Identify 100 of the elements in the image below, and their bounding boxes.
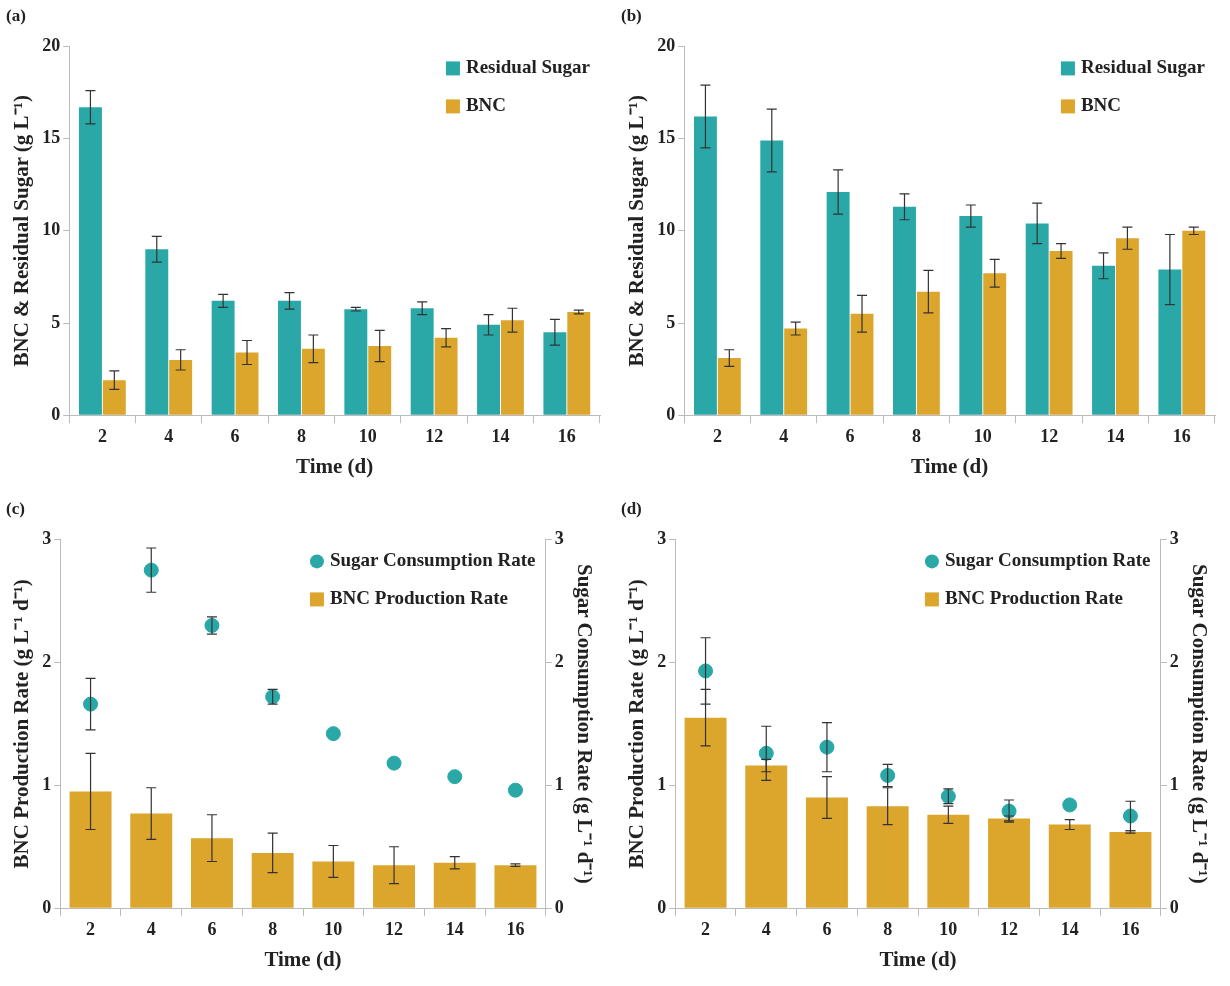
x-tick-label: 10 xyxy=(939,918,958,939)
y-axis-title: BNC & Residual Sugar (g L⁻¹) xyxy=(9,95,34,367)
y-axis-title: BNC Production Rate (g L⁻¹ d⁻¹) xyxy=(624,579,649,869)
bar xyxy=(130,813,173,908)
point xyxy=(83,696,99,712)
y-tick-label: 15 xyxy=(657,127,676,148)
bar xyxy=(983,273,1007,415)
bar xyxy=(567,311,591,415)
x-tick-label: 4 xyxy=(146,918,156,939)
legend-label: BNC Production Rate xyxy=(329,587,508,609)
point xyxy=(880,767,896,783)
legend-label: Sugar Consumption Rate xyxy=(329,549,536,571)
legend-label: Residual Sugar xyxy=(465,56,591,78)
bar xyxy=(433,862,476,908)
y-tick-label: 3 xyxy=(657,528,667,549)
bar xyxy=(235,352,259,415)
y-tick-label: 5 xyxy=(666,311,676,332)
y-tick-label: 0 xyxy=(666,403,676,424)
x-tick-label: 8 xyxy=(296,425,306,446)
bar xyxy=(693,116,717,415)
bar xyxy=(826,192,850,415)
bar xyxy=(893,206,916,415)
bar xyxy=(301,348,325,415)
y2-tick-label: 2 xyxy=(1169,650,1179,671)
bar xyxy=(169,359,193,415)
chart-title: (a) xyxy=(6,5,26,25)
bar xyxy=(1182,230,1206,415)
y-tick-label: 0 xyxy=(51,403,61,424)
x-axis-title: Time (d) xyxy=(911,453,989,478)
bar xyxy=(251,852,294,908)
bar xyxy=(745,765,788,908)
bar xyxy=(784,328,808,415)
x-tick-label: 10 xyxy=(358,425,377,446)
y2-tick-label: 3 xyxy=(1169,528,1179,549)
x-tick-label: 10 xyxy=(973,425,992,446)
legend-label: Residual Sugar xyxy=(1080,56,1206,78)
point xyxy=(447,769,463,785)
x-tick-label: 4 xyxy=(761,918,771,939)
point xyxy=(507,782,523,798)
y-tick-label: 20 xyxy=(42,35,61,56)
y-tick-label: 10 xyxy=(42,219,61,240)
x-tick-label: 16 xyxy=(1121,918,1140,939)
x-tick-label: 12 xyxy=(1000,918,1019,939)
y-tick-label: 15 xyxy=(42,127,61,148)
legend-label: BNC Production Rate xyxy=(944,587,1123,609)
y-axis-title: BNC & Residual Sugar (g L⁻¹) xyxy=(624,95,649,367)
y2-tick-label: 1 xyxy=(1169,773,1179,794)
bar xyxy=(916,291,940,415)
legend-label: BNC xyxy=(465,94,507,116)
x-tick-label: 2 xyxy=(97,425,107,446)
chart-title: (d) xyxy=(621,498,642,518)
x-axis-title: Time (d) xyxy=(264,946,342,971)
y2-tick-label: 0 xyxy=(1169,896,1179,917)
x-tick-label: 12 xyxy=(385,918,404,939)
bar xyxy=(211,300,235,415)
y-tick-label: 3 xyxy=(42,528,52,549)
y-axis-title: BNC Production Rate (g L⁻¹ d⁻¹) xyxy=(9,579,34,869)
bar xyxy=(373,865,416,908)
y-tick-label: 0 xyxy=(42,896,52,917)
x-tick-label: 6 xyxy=(230,425,240,446)
point xyxy=(386,755,402,771)
bar xyxy=(434,337,458,415)
bar xyxy=(866,806,909,908)
bar xyxy=(1109,831,1152,908)
bar xyxy=(69,791,112,908)
y2-tick-label: 3 xyxy=(554,528,564,549)
y2-axis-title: Sugar Consumption Rate (g L⁻¹ d⁻¹) xyxy=(1187,563,1212,884)
x-tick-label: 14 xyxy=(445,918,464,939)
x-tick-label: 14 xyxy=(491,425,510,446)
x-tick-label: 8 xyxy=(268,918,278,939)
y-tick-label: 1 xyxy=(657,773,667,794)
legend-label: Sugar Consumption Rate xyxy=(944,549,1151,571)
x-tick-label: 2 xyxy=(712,425,722,446)
bar xyxy=(410,308,434,415)
bar xyxy=(477,324,500,415)
bar xyxy=(344,309,368,415)
x-tick-label: 12 xyxy=(425,425,444,446)
y-tick-label: 5 xyxy=(51,311,61,332)
point xyxy=(143,562,159,578)
y-tick-label: 1 xyxy=(42,773,52,794)
bar xyxy=(190,838,233,908)
bar xyxy=(850,313,874,415)
x-tick-label: 10 xyxy=(324,918,343,939)
bar xyxy=(278,300,301,415)
x-tick-label: 6 xyxy=(822,918,832,939)
y-tick-label: 0 xyxy=(657,896,667,917)
x-axis-title: Time (d) xyxy=(296,453,374,478)
bar xyxy=(312,861,355,908)
bar xyxy=(684,717,727,908)
x-tick-label: 14 xyxy=(1060,918,1079,939)
bar xyxy=(988,818,1031,908)
y-tick-label: 10 xyxy=(657,219,676,240)
x-tick-label: 2 xyxy=(701,918,711,939)
y2-tick-label: 0 xyxy=(554,896,564,917)
x-tick-label: 6 xyxy=(845,425,855,446)
x-tick-label: 8 xyxy=(883,918,893,939)
point xyxy=(325,726,341,742)
y2-axis-title: Sugar Consumption Rate (g L⁻¹ d⁻¹) xyxy=(572,563,597,884)
bar xyxy=(1115,238,1139,415)
x-tick-label: 16 xyxy=(506,918,525,939)
